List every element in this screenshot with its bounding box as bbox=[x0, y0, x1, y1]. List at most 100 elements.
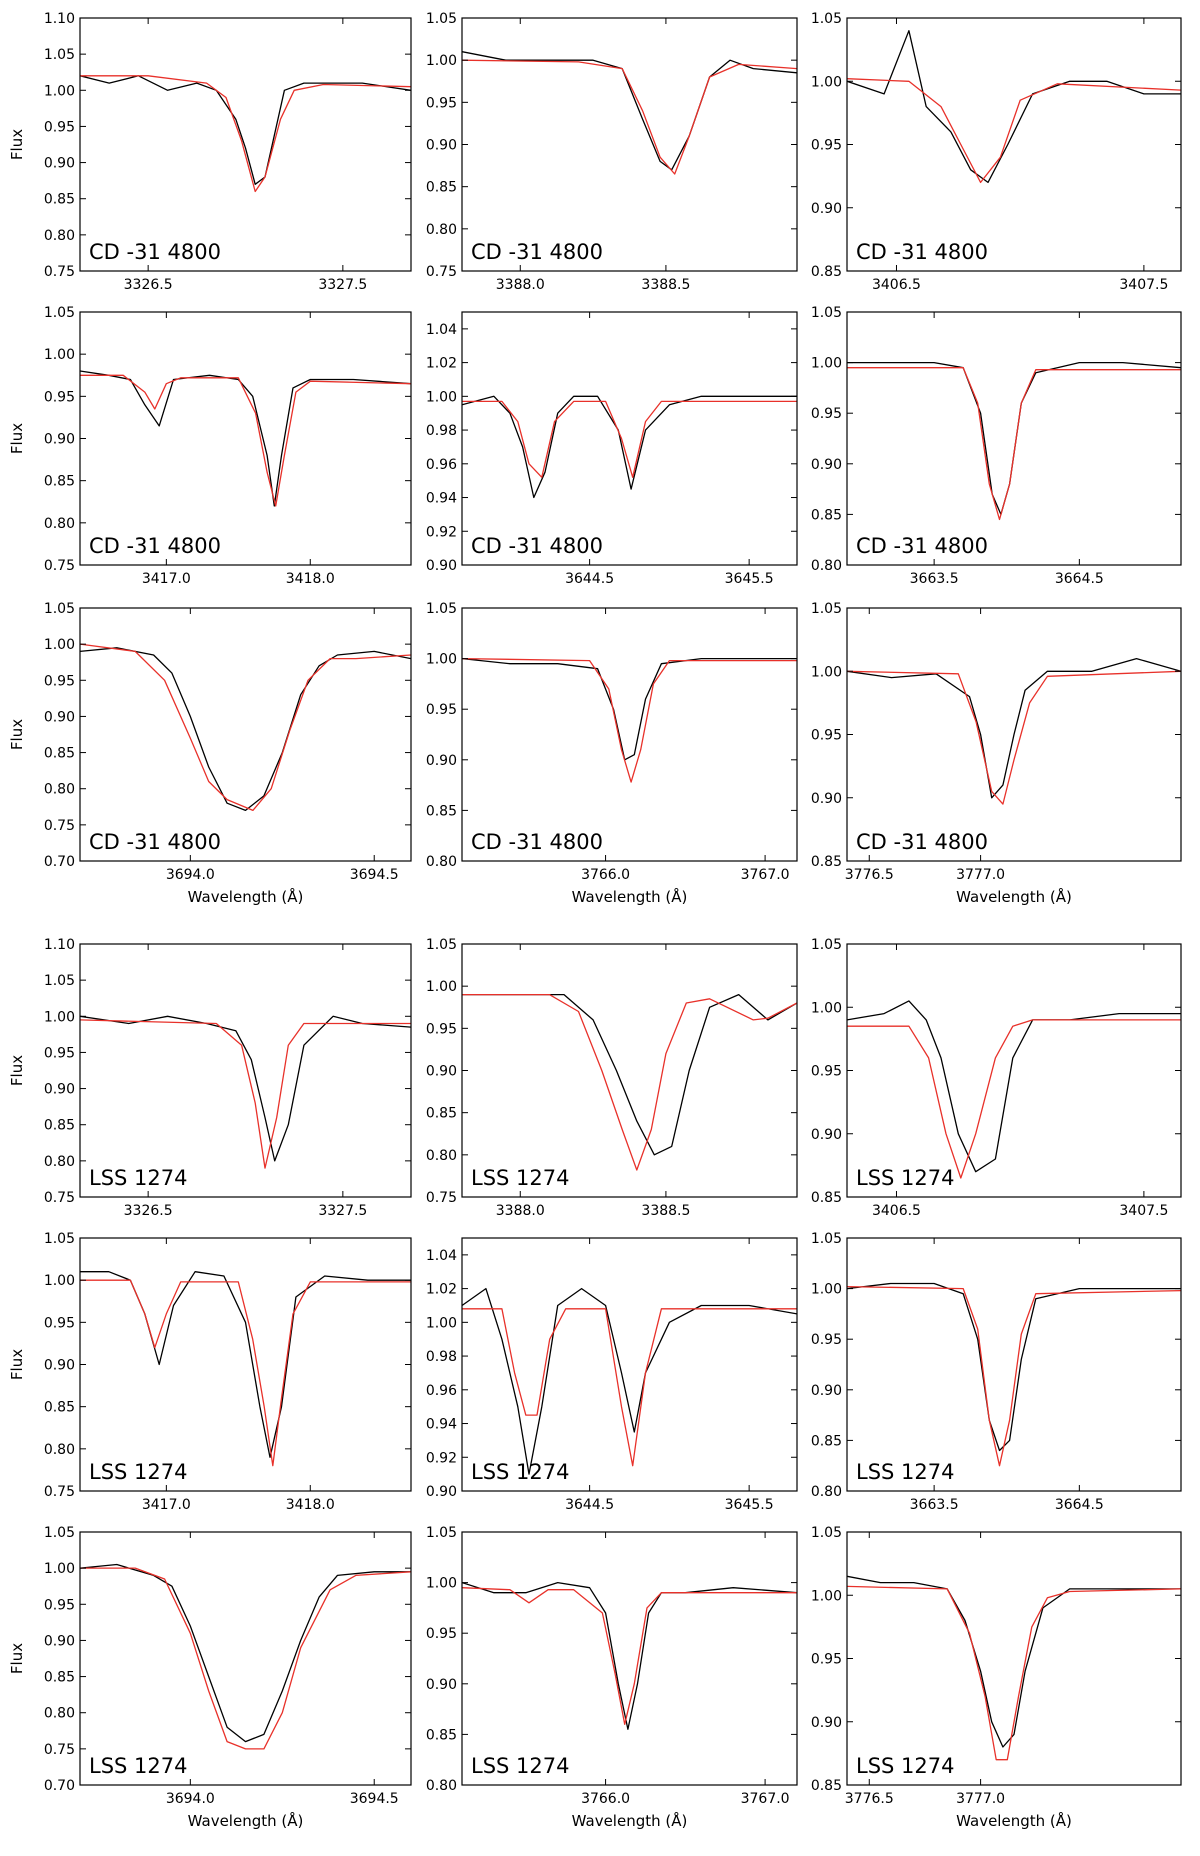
observed-spectrum-line bbox=[462, 993, 797, 1156]
x-tick-label: 3644.5 bbox=[565, 1497, 614, 1513]
panel-4: 0.75 0.80 0.85 0.90 0.95 1.00 1.05 3417.0 3418.0… bbox=[8, 305, 412, 587]
panel-8: 0.80 0.85 0.90 0.95 1.00 1.05 3766.0 3767.0 CD -… bbox=[426, 601, 798, 906]
plot-frame bbox=[461, 1531, 798, 1786]
y-tick-label: 0.95 bbox=[44, 1597, 75, 1613]
x-tick-label: 3417.0 bbox=[142, 571, 191, 587]
x-tick-label: 3406.5 bbox=[872, 277, 921, 293]
x-tick-label: 3407.5 bbox=[1119, 1203, 1168, 1219]
y-tick-label: 0.94 bbox=[426, 1417, 457, 1433]
y-tick-label: 0.90 bbox=[44, 1082, 75, 1098]
x-tick-label: 3766.0 bbox=[581, 1791, 630, 1807]
y-tick-label: 1.05 bbox=[811, 601, 842, 617]
y-tick-label: 1.00 bbox=[426, 389, 457, 405]
panel-14: 0.90 0.92 0.94 0.96 0.98 1.00 1.02 1.04 3644.5 36… bbox=[426, 1237, 798, 1513]
star-label: CD -31 4800 bbox=[856, 240, 988, 264]
star-label: CD -31 4800 bbox=[856, 830, 988, 854]
y-tick-label: 0.95 bbox=[44, 119, 75, 135]
observed-spectrum-line bbox=[847, 361, 1181, 516]
y-tick-label: 0.80 bbox=[44, 1442, 75, 1458]
y-tick-label: 0.90 bbox=[811, 1383, 842, 1399]
x-tick-label: 3418.0 bbox=[286, 571, 335, 587]
x-tick-label: 3776.5 bbox=[845, 867, 894, 883]
x-tick-label: 3767.0 bbox=[741, 1791, 790, 1807]
y-tick-label: 0.85 bbox=[811, 1778, 842, 1794]
star-label: LSS 1274 bbox=[89, 1754, 187, 1778]
y-tick-label: 0.96 bbox=[426, 1383, 457, 1399]
model-fit-line bbox=[462, 657, 797, 783]
y-tick-label: 0.85 bbox=[811, 507, 842, 523]
plot-frame bbox=[461, 943, 798, 1198]
star-label: LSS 1274 bbox=[856, 1460, 954, 1484]
y-tick-label: 0.95 bbox=[811, 1652, 842, 1668]
y-tick-label: 0.85 bbox=[426, 1727, 457, 1743]
y-tick-label: 1.00 bbox=[44, 1561, 75, 1577]
y-tick-label: 0.95 bbox=[44, 1045, 75, 1061]
y-tick-label: 0.95 bbox=[426, 95, 457, 111]
y-tick-label: 1.00 bbox=[811, 1000, 842, 1016]
x-tick-label: 3766.0 bbox=[581, 867, 630, 883]
model-fit-line bbox=[462, 59, 797, 175]
y-tick-label: 1.00 bbox=[811, 1588, 842, 1604]
y-tick-label: 0.90 bbox=[426, 138, 457, 154]
star-label: LSS 1274 bbox=[89, 1166, 187, 1190]
model-fit-line bbox=[80, 1567, 411, 1750]
y-tick-label: 0.95 bbox=[811, 728, 842, 744]
y-tick-label: 1.04 bbox=[426, 1248, 457, 1264]
plot-frame bbox=[461, 1237, 798, 1492]
y-tick-label: 1.05 bbox=[426, 937, 457, 953]
observed-spectrum-line bbox=[847, 1575, 1181, 1748]
y-tick-label: 0.90 bbox=[811, 201, 842, 217]
panel-5: 0.90 0.92 0.94 0.96 0.98 1.00 1.02 1.04 3644.5 36… bbox=[426, 311, 798, 587]
x-tick-label: 3776.5 bbox=[845, 1791, 894, 1807]
y-tick-label: 0.80 bbox=[44, 516, 75, 532]
model-fit-line bbox=[847, 367, 1181, 521]
x-axis-label: Wavelength (Å) bbox=[956, 887, 1072, 906]
y-tick-label: 0.90 bbox=[426, 1677, 457, 1693]
y-tick-label: 0.80 bbox=[426, 1778, 457, 1794]
y-tick-label: 0.92 bbox=[426, 1450, 457, 1466]
y-tick-label: 1.00 bbox=[426, 53, 457, 69]
y-tick-label: 1.00 bbox=[811, 1282, 842, 1298]
y-axis-label: Flux bbox=[8, 1643, 26, 1674]
model-fit-line bbox=[80, 374, 411, 507]
y-tick-label: 0.80 bbox=[811, 558, 842, 574]
panel-15: 0.80 0.85 0.90 0.95 1.00 1.05 3663.5 3664.5 LSS … bbox=[811, 1231, 1182, 1513]
x-tick-label: 3694.0 bbox=[166, 1791, 215, 1807]
y-tick-label: 1.00 bbox=[426, 652, 457, 668]
y-tick-label: 0.75 bbox=[44, 264, 75, 280]
x-axis-label: Wavelength (Å) bbox=[188, 887, 304, 906]
x-tick-label: 3327.5 bbox=[318, 277, 367, 293]
y-tick-label: 0.90 bbox=[44, 1633, 75, 1649]
x-tick-label: 3326.5 bbox=[124, 1203, 173, 1219]
observed-spectrum-line bbox=[462, 51, 797, 171]
y-tick-label: 1.02 bbox=[426, 356, 457, 372]
y-tick-label: 0.90 bbox=[811, 1715, 842, 1731]
panel-3: 0.85 0.90 0.95 1.00 1.05 3406.5 3407.5 CD -31 4… bbox=[811, 11, 1182, 293]
plot-frame bbox=[79, 607, 412, 862]
y-tick-label: 0.95 bbox=[426, 1626, 457, 1642]
y-tick-label: 1.05 bbox=[44, 305, 75, 321]
y-tick-label: 1.05 bbox=[44, 1525, 75, 1541]
y-axis-label: Flux bbox=[8, 423, 26, 454]
model-fit-line bbox=[80, 1279, 411, 1467]
plot-frame bbox=[461, 311, 798, 566]
y-tick-label: 1.05 bbox=[426, 1525, 457, 1541]
model-fit-line bbox=[847, 78, 1181, 184]
star-label: LSS 1274 bbox=[471, 1166, 569, 1190]
y-tick-label: 1.05 bbox=[811, 937, 842, 953]
y-tick-label: 1.00 bbox=[811, 356, 842, 372]
y-tick-label: 0.80 bbox=[426, 222, 457, 238]
y-tick-label: 1.02 bbox=[426, 1282, 457, 1298]
y-tick-label: 1.10 bbox=[44, 11, 75, 27]
model-fit-line bbox=[80, 643, 411, 812]
observed-spectrum-line bbox=[80, 1563, 411, 1743]
y-tick-label: 0.90 bbox=[44, 709, 75, 725]
y-tick-label: 0.75 bbox=[44, 558, 75, 574]
y-tick-label: 1.05 bbox=[811, 305, 842, 321]
plot-frame bbox=[79, 311, 412, 566]
observed-spectrum-line bbox=[462, 657, 797, 761]
y-tick-label: 0.85 bbox=[44, 1400, 75, 1416]
star-label: CD -31 4800 bbox=[856, 534, 988, 558]
x-tick-label: 3663.5 bbox=[910, 571, 959, 587]
